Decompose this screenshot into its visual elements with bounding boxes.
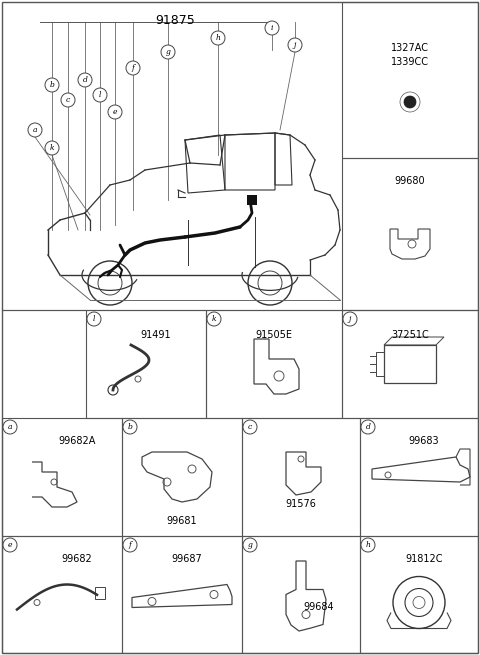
Text: g: g (166, 48, 170, 56)
Text: j: j (294, 41, 296, 49)
Text: c: c (248, 423, 252, 431)
Text: 99684: 99684 (304, 603, 334, 612)
Bar (360, 536, 478, 653)
Circle shape (243, 420, 257, 434)
Text: j: j (349, 315, 351, 323)
Circle shape (3, 420, 17, 434)
Circle shape (288, 38, 302, 52)
Bar (360, 418, 478, 536)
Circle shape (404, 96, 416, 108)
Circle shape (265, 21, 279, 35)
Text: k: k (212, 315, 216, 323)
Text: 91875: 91875 (155, 14, 195, 27)
Circle shape (211, 31, 225, 45)
Text: 37251C: 37251C (391, 330, 429, 340)
Circle shape (123, 420, 137, 434)
Text: e: e (113, 108, 117, 116)
Circle shape (343, 312, 357, 326)
Text: 99681: 99681 (167, 516, 197, 526)
Circle shape (361, 420, 375, 434)
Bar (342, 310, 478, 418)
Text: 91576: 91576 (286, 499, 316, 509)
Text: i: i (271, 24, 273, 32)
Circle shape (45, 78, 59, 92)
Text: 99687: 99687 (172, 554, 203, 564)
Circle shape (45, 141, 59, 155)
Text: 99683: 99683 (408, 436, 439, 446)
Bar (2, 418, 122, 536)
Text: e: e (8, 541, 12, 549)
Text: a: a (33, 126, 37, 134)
Bar (247, 195, 257, 205)
Text: k: k (50, 144, 54, 152)
Text: 99682A: 99682A (58, 436, 96, 446)
Text: f: f (129, 541, 132, 549)
Circle shape (126, 61, 140, 75)
Circle shape (3, 538, 17, 552)
Text: b: b (128, 423, 132, 431)
Text: d: d (366, 423, 371, 431)
Bar (342, 2, 478, 158)
Text: l: l (93, 315, 95, 323)
Circle shape (28, 123, 42, 137)
Text: 91812C: 91812C (405, 554, 443, 564)
Circle shape (243, 538, 257, 552)
Circle shape (207, 312, 221, 326)
Bar (122, 418, 242, 536)
Circle shape (93, 88, 107, 102)
Text: 99682: 99682 (61, 554, 92, 564)
Text: h: h (366, 541, 371, 549)
Bar (376, 352, 384, 376)
Text: 99680: 99680 (395, 176, 425, 186)
Bar (206, 310, 342, 418)
Text: a: a (8, 423, 12, 431)
Text: 91505E: 91505E (255, 330, 292, 340)
Bar (86, 310, 206, 418)
Text: c: c (66, 96, 70, 104)
Circle shape (87, 312, 101, 326)
Circle shape (123, 538, 137, 552)
Bar (242, 418, 360, 536)
Bar (122, 536, 242, 653)
Text: h: h (216, 34, 220, 42)
Circle shape (61, 93, 75, 107)
Text: f: f (132, 64, 134, 72)
Bar (384, 345, 436, 383)
Text: b: b (49, 81, 54, 89)
Circle shape (108, 105, 122, 119)
Text: g: g (248, 541, 252, 549)
Text: l: l (99, 91, 101, 99)
Bar (242, 536, 360, 653)
Text: d: d (83, 76, 87, 84)
Text: 1327AC
1339CC: 1327AC 1339CC (391, 43, 429, 67)
Circle shape (161, 45, 175, 59)
Bar (342, 158, 478, 310)
Circle shape (78, 73, 92, 87)
Bar (2, 536, 122, 653)
Text: 91491: 91491 (141, 330, 171, 340)
Circle shape (361, 538, 375, 552)
